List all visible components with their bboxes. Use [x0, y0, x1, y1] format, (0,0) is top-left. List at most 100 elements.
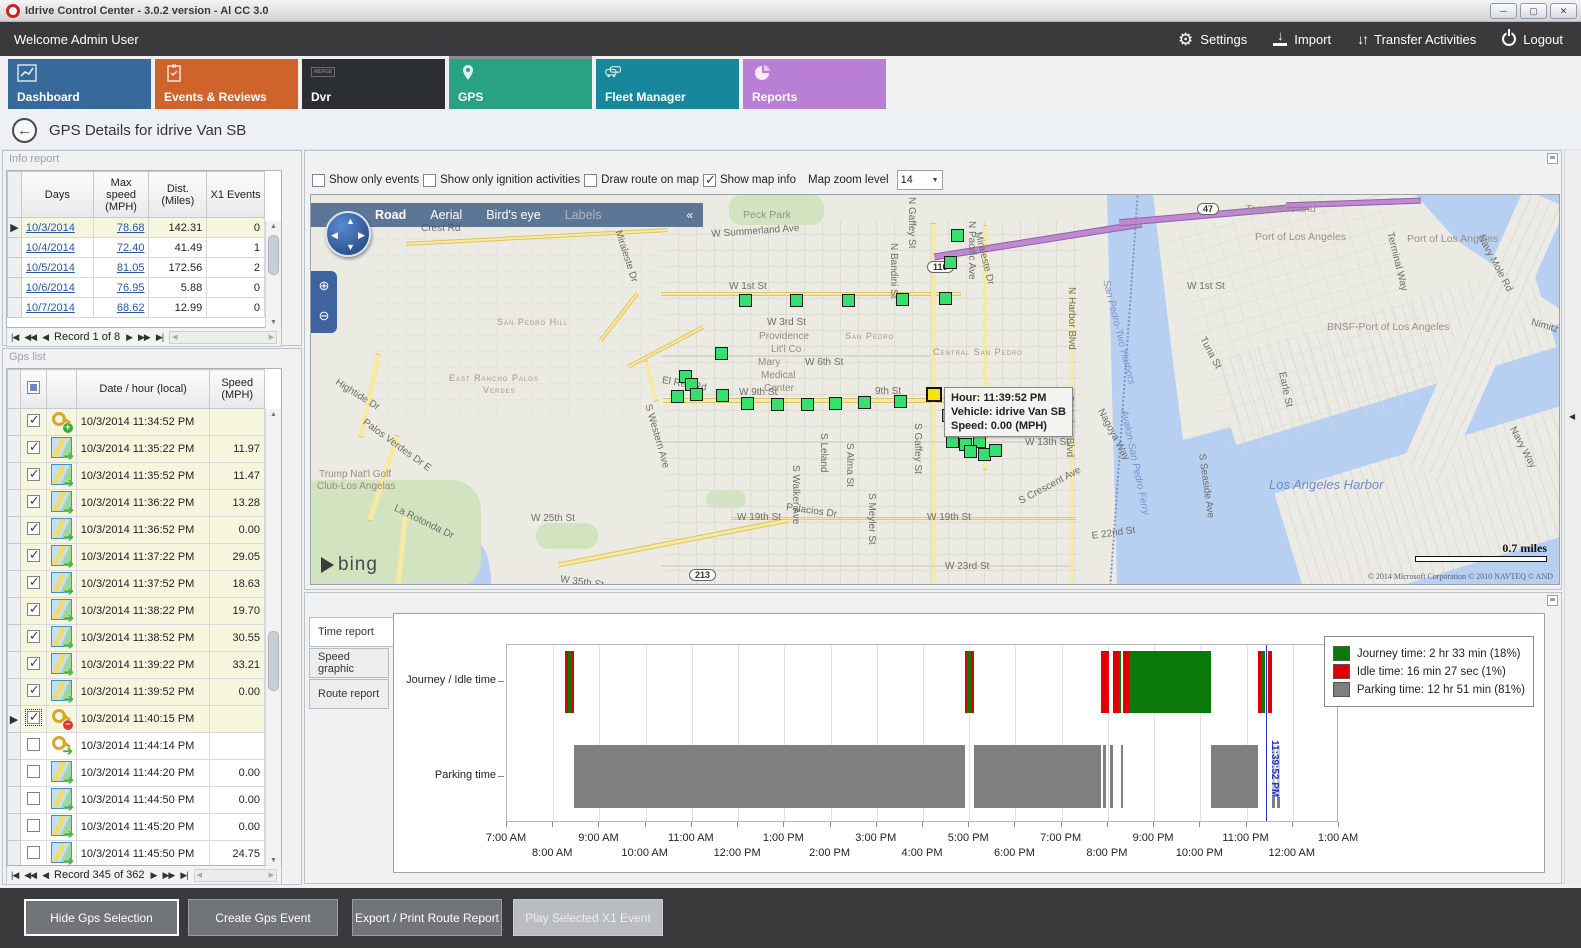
row-checkbox[interactable]: [24, 709, 42, 726]
row-checkbox[interactable]: [26, 792, 40, 805]
day-link[interactable]: 10/7/2014: [25, 301, 75, 314]
gps-marker[interactable]: [739, 294, 752, 307]
max-speed-link[interactable]: 81.05: [116, 261, 145, 274]
max-speed-link[interactable]: 68.62: [116, 301, 145, 314]
chart-tab-time-report[interactable]: Time report: [309, 617, 393, 647]
gps-list-row[interactable]: +10/3/2014 11:34:52 PM: [7, 408, 265, 436]
info-col-header[interactable]: Max speed (MPH): [92, 171, 150, 218]
gps-list-row[interactable]: 10/3/2014 11:45:20 PM0.00: [7, 813, 265, 841]
row-checkbox[interactable]: [26, 574, 40, 590]
pager-last-button[interactable]: ▶|: [155, 331, 164, 342]
gps-marker[interactable]: [951, 229, 964, 242]
map-mode-bird-s-eye[interactable]: Bird's eye: [486, 208, 541, 222]
import-action[interactable]: ↓ Import: [1273, 28, 1331, 47]
row-checkbox[interactable]: [26, 628, 40, 644]
gps-marker[interactable]: [989, 444, 1002, 457]
tab-fleet-manager[interactable]: Fleet Manager: [596, 59, 739, 109]
option-checkbox[interactable]: [584, 173, 598, 187]
pager-last-button[interactable]: ▶|: [180, 869, 188, 880]
map-option-show-only-ignition-activities[interactable]: Show only ignition activities: [423, 173, 580, 187]
tab-gps[interactable]: GPS: [449, 56, 592, 109]
option-checkbox[interactable]: [312, 173, 325, 187]
row-checkbox[interactable]: [26, 765, 40, 778]
map-option-show-map-info[interactable]: Show map info: [702, 172, 796, 188]
map-mode-road[interactable]: Road: [375, 208, 407, 222]
gps-marker[interactable]: [964, 445, 977, 458]
gps-marker[interactable]: [690, 388, 703, 401]
info-report-row[interactable]: 10/4/2014 72.40 41.49 1: [7, 237, 265, 258]
info-report-row[interactable]: 10/6/2014 76.95 5.88 0: [7, 277, 265, 298]
settings-action[interactable]: ⚙ Settings: [1178, 31, 1247, 48]
map-zoom-out-button[interactable]: ⊖: [318, 308, 330, 323]
map-option-draw-route-on-map[interactable]: Draw route on map: [584, 173, 699, 187]
day-link[interactable]: 10/6/2014: [25, 281, 75, 294]
pager-next-button[interactable]: ▶: [150, 869, 158, 880]
max-speed-link[interactable]: 76.95: [116, 281, 145, 294]
create-gps-event-button[interactable]: Create Gps Event: [188, 899, 338, 936]
tab-dashboard[interactable]: Dashboard: [8, 59, 151, 109]
map-mode-aerial[interactable]: Aerial: [430, 208, 463, 222]
map-bar-collapse-button[interactable]: «: [686, 208, 693, 222]
row-checkbox[interactable]: [26, 493, 40, 509]
row-checkbox[interactable]: [26, 819, 40, 832]
gps-marker[interactable]: [790, 294, 803, 307]
tab-events-reviews[interactable]: Events & Reviews: [155, 59, 298, 109]
gps-marker[interactable]: [896, 293, 909, 306]
minimize-button[interactable]: ─: [1490, 2, 1517, 19]
transfer-action[interactable]: ↓↑ Transfer Activities: [1357, 31, 1476, 47]
back-button[interactable]: ←: [12, 118, 37, 143]
gps-list-row[interactable]: ▶−10/3/2014 11:40:15 PM: [7, 705, 265, 733]
chart-tab-route-report[interactable]: Route report: [309, 679, 389, 709]
gps-marker[interactable]: [671, 390, 684, 403]
map-zoom-select[interactable]: 14 ▼: [896, 170, 943, 190]
select-all-checkbox[interactable]: [26, 381, 40, 394]
gps-marker[interactable]: [741, 397, 754, 410]
bing-map[interactable]: Peck Park W Summerland Ave Crest Rd Mirales…: [310, 194, 1560, 585]
gps-list-row[interactable]: 10/3/2014 11:39:52 PM0.00: [7, 678, 265, 706]
map-panel-collapse-icon[interactable]: [1547, 153, 1558, 164]
gps-marker[interactable]: [858, 396, 871, 409]
info-col-header[interactable]: Days: [20, 171, 94, 218]
gps-marker[interactable]: [716, 389, 729, 402]
chart-tab-speed-graphic[interactable]: Speed graphic: [309, 648, 389, 678]
row-checkbox[interactable]: [26, 547, 40, 563]
map-option-show-only-events[interactable]: Show only events: [312, 173, 419, 187]
pager-first-button[interactable]: |◀: [11, 331, 19, 342]
gps-marker[interactable]: [842, 294, 855, 307]
tab-reports[interactable]: Reports: [743, 59, 886, 109]
pager-prevfast-button[interactable]: ◀◀: [24, 331, 37, 342]
pager-prev-button[interactable]: ◀: [42, 331, 49, 342]
right-splitter[interactable]: ◀: [1564, 150, 1581, 884]
gps-marker[interactable]: [771, 398, 784, 411]
gps-col-speed[interactable]: Speed (MPH): [209, 369, 265, 409]
info-col-header[interactable]: X1 Events: [206, 171, 265, 218]
row-checkbox[interactable]: [26, 520, 40, 536]
info-table-scrollbar[interactable]: ▲ ▼: [265, 221, 281, 328]
day-link[interactable]: 10/4/2014: [25, 241, 75, 254]
gps-marker[interactable]: [829, 397, 842, 410]
hide-gps-selection-button[interactable]: Hide Gps Selection: [24, 899, 179, 936]
max-speed-link[interactable]: 78.68: [116, 221, 145, 234]
gps-table-scrollbar[interactable]: ▲ ▼: [265, 409, 281, 866]
day-link[interactable]: 10/5/2014: [25, 261, 75, 274]
max-speed-link[interactable]: 72.40: [116, 241, 145, 254]
close-button[interactable]: ✕: [1550, 2, 1577, 19]
map-mode-labels[interactable]: Labels: [564, 208, 602, 222]
pager-next-button[interactable]: ▶: [126, 331, 133, 342]
maximize-button[interactable]: ▢: [1520, 2, 1547, 19]
selected-gps-marker[interactable]: [926, 387, 942, 402]
map-compass-control[interactable]: ▲ ▼ ◀ ▶: [325, 211, 371, 257]
pager-nextfast-button[interactable]: ▶▶: [162, 869, 175, 880]
gps-marker[interactable]: [939, 292, 952, 305]
chart-panel-collapse-icon[interactable]: [1547, 595, 1558, 606]
gps-list-row[interactable]: ➔ 10/3/2014 11:44:14 PM: [7, 732, 265, 760]
gps-marker[interactable]: [944, 256, 957, 269]
gps-list-row[interactable]: 10/3/2014 11:44:20 PM0.00: [7, 759, 265, 787]
